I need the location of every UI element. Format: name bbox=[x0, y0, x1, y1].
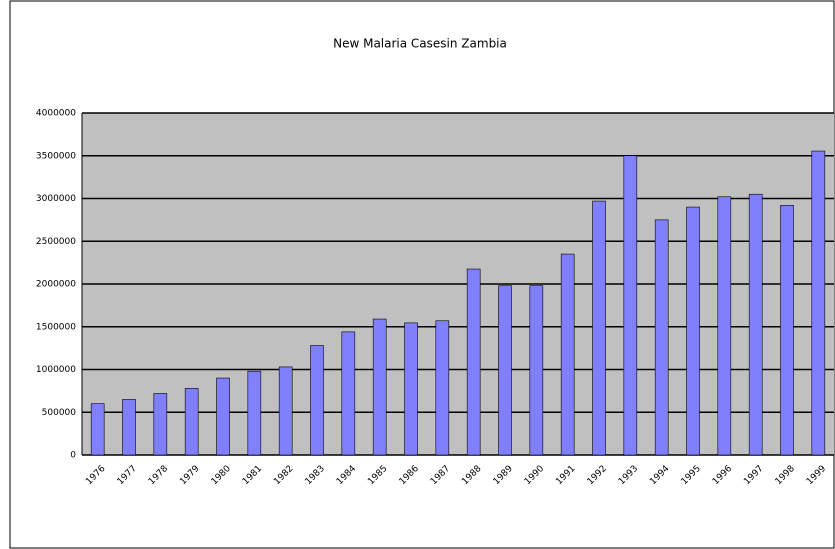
bar bbox=[529, 285, 544, 456]
bar bbox=[623, 155, 638, 456]
bar bbox=[435, 320, 450, 456]
y-tick-label: 3000000 bbox=[36, 194, 76, 204]
bar bbox=[592, 200, 606, 456]
bar bbox=[404, 322, 418, 456]
bar bbox=[498, 285, 512, 456]
bar bbox=[90, 403, 105, 456]
y-tick-label: 2500000 bbox=[36, 237, 76, 247]
bar bbox=[748, 193, 763, 456]
y-tick-label: 3500000 bbox=[36, 151, 76, 161]
chart-title: New Malaria Casesin Zambia bbox=[333, 37, 507, 51]
bar bbox=[341, 331, 356, 456]
bar bbox=[466, 268, 481, 456]
bar bbox=[247, 370, 262, 456]
bar bbox=[278, 366, 293, 456]
bar bbox=[654, 219, 669, 456]
bar bbox=[216, 377, 230, 456]
y-tick-label: 2000000 bbox=[36, 280, 76, 290]
bar bbox=[372, 318, 387, 456]
y-tick-label: 0 bbox=[70, 451, 76, 461]
y-tick-label: 1500000 bbox=[36, 322, 76, 332]
bar bbox=[560, 253, 575, 456]
y-tick-label: 1000000 bbox=[36, 365, 76, 375]
bar bbox=[780, 205, 794, 456]
bar bbox=[686, 206, 700, 456]
bar bbox=[717, 196, 732, 456]
y-tick-label: 500000 bbox=[42, 408, 77, 418]
bar bbox=[122, 399, 136, 456]
bar bbox=[153, 393, 168, 456]
bar bbox=[811, 150, 826, 456]
bar bbox=[310, 345, 324, 456]
y-tick-label: 4000000 bbox=[36, 109, 76, 119]
bar bbox=[184, 388, 199, 456]
